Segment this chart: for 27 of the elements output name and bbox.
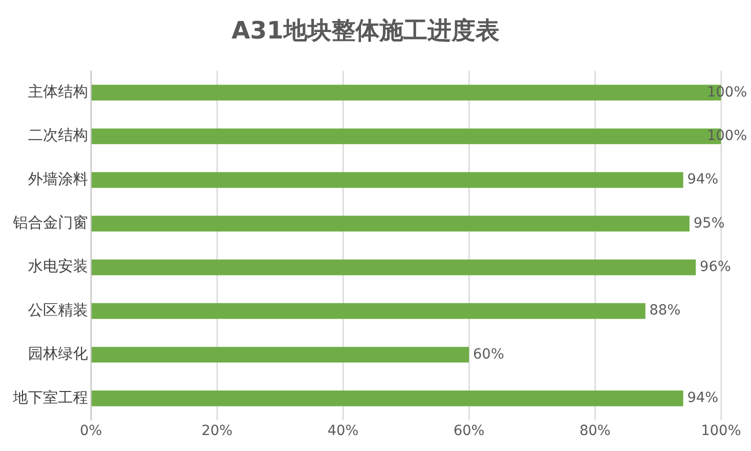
x-tick-label: 0% [80, 423, 102, 440]
y-tick-label: 地下室工程 [12, 388, 88, 406]
bar [92, 390, 684, 406]
x-tick-label: 20% [201, 423, 233, 440]
data-label: 94% [687, 172, 718, 188]
y-tick-label: 主体结构 [28, 82, 88, 101]
x-tick-label: 80% [579, 423, 611, 440]
y-tick-label: 二次结构 [28, 126, 88, 144]
data-label: 60% [473, 346, 504, 362]
data-label: 96% [700, 258, 731, 275]
y-tick-label: 外墙涂料 [28, 170, 88, 188]
y-tick-label: 园林绿化 [28, 344, 88, 363]
y-tick-label: 水电安装 [28, 257, 88, 276]
bar [92, 216, 690, 232]
bar [92, 303, 646, 319]
x-tick-label: 40% [327, 423, 359, 440]
bar [92, 346, 469, 363]
y-tick-label: 公区精装 [28, 300, 88, 319]
data-label: 94% [687, 390, 718, 406]
bar [92, 172, 684, 188]
x-tick-label: 100% [700, 423, 742, 440]
data-label: 88% [649, 302, 681, 319]
bar [92, 259, 696, 276]
x-tick-label: 60% [453, 423, 485, 440]
data-label: 95% [694, 215, 725, 232]
y-tick-label: 铝合金门窗 [12, 214, 88, 232]
chart-title: A31地块整体施工进度表 [232, 16, 500, 45]
